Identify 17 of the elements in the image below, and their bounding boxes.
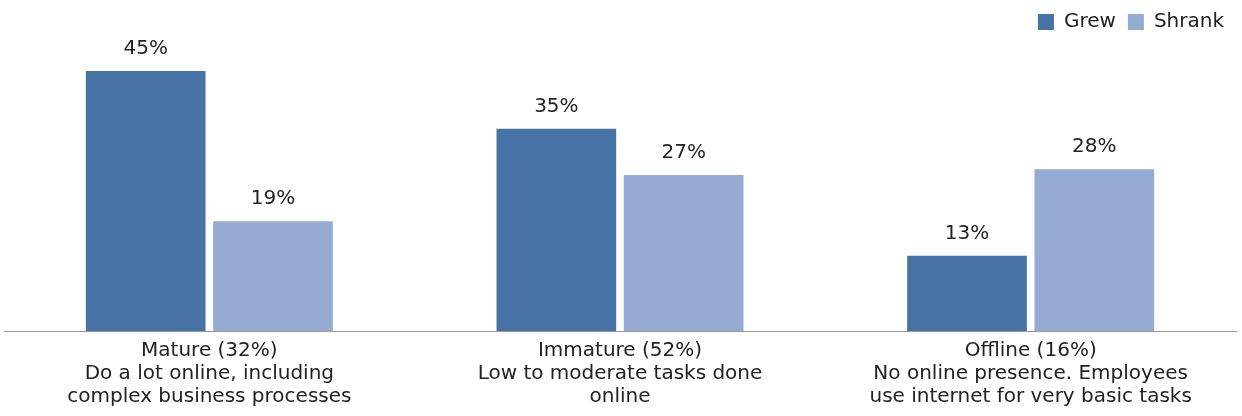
bar (496, 128, 617, 331)
x-tick-label: Offline (16%) No online presence. Employees use internet for very basic tasks (869, 336, 1192, 407)
bar (85, 70, 206, 331)
data-label: 13% (944, 220, 990, 245)
data-label: 19% (250, 185, 296, 210)
x-tick-label: Immature (52%) Low to moderate tasks done online (477, 336, 763, 407)
bar (907, 255, 1027, 331)
legend-label: Shrank (1153, 8, 1225, 33)
bar (623, 174, 744, 331)
data-label: 45% (123, 35, 168, 60)
bar (213, 221, 333, 331)
data-label: 35% (534, 92, 579, 117)
data-label: 27% (661, 139, 706, 164)
bar (1034, 169, 1155, 331)
data-label: 28% (1072, 133, 1117, 158)
x-tick-label: Mature (32%) Do a lot online, including complex business processes (67, 336, 352, 407)
legend-label: Grew (1063, 8, 1116, 33)
